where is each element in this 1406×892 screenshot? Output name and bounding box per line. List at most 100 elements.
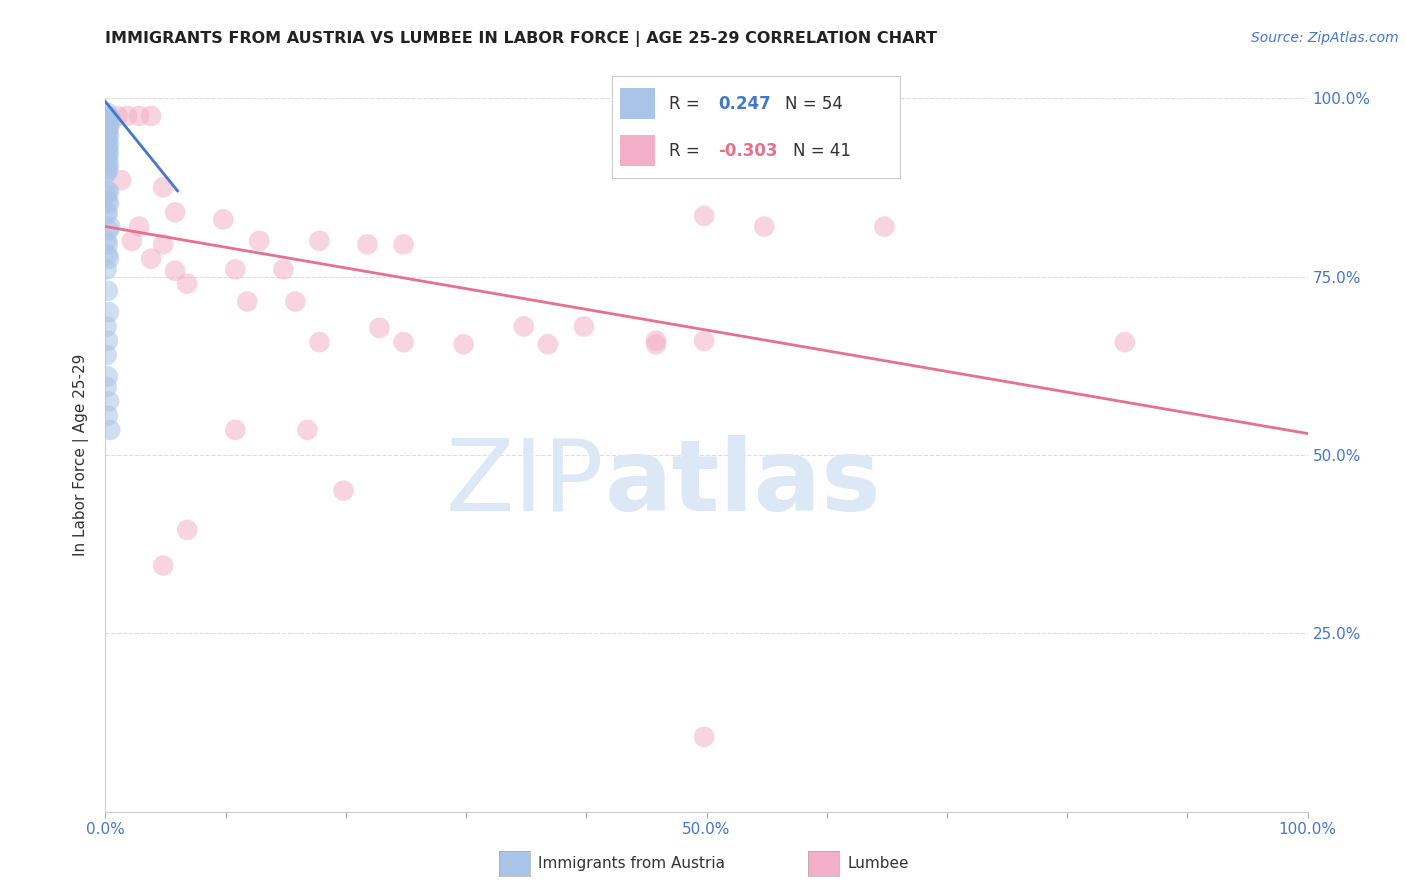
Point [1114, 335, 1136, 350]
Point [537, 337, 560, 351]
Point [98, 196, 121, 211]
Text: -0.303: -0.303 [718, 142, 778, 160]
Point [645, 337, 668, 351]
Point [308, 234, 330, 248]
Point [165, 264, 187, 278]
Point [96, 187, 118, 202]
Point [98, 305, 121, 319]
Point [98, 116, 121, 130]
Point [96, 150, 118, 164]
Point [98, 252, 121, 266]
Text: Lumbee: Lumbee [848, 856, 910, 871]
Point [96, 166, 118, 180]
Point [176, 277, 198, 291]
Point [754, 219, 776, 234]
Point [98, 111, 121, 125]
Point [273, 262, 295, 277]
Point [128, 219, 150, 234]
Point [453, 337, 475, 351]
Point [96, 319, 118, 334]
Point [152, 558, 174, 573]
Point [97, 164, 120, 178]
Point [356, 237, 378, 252]
Point [97, 112, 120, 127]
Point [97, 334, 120, 348]
Point [96, 114, 118, 128]
Point [247, 234, 270, 248]
Point [97, 157, 120, 171]
Point [97, 118, 120, 132]
Point [110, 173, 132, 187]
Text: atlas: atlas [605, 435, 882, 532]
Point [97, 132, 120, 146]
Point [97, 139, 120, 153]
Point [98, 186, 121, 200]
FancyBboxPatch shape [620, 136, 655, 166]
Point [97, 248, 120, 262]
Point [96, 262, 118, 277]
Point [96, 153, 118, 168]
Point [297, 423, 319, 437]
Point [128, 109, 150, 123]
Point [97, 109, 120, 123]
Text: 0.247: 0.247 [718, 95, 770, 112]
Text: R =: R = [669, 142, 706, 160]
Point [98, 128, 121, 143]
Point [392, 237, 415, 252]
Point [100, 114, 122, 128]
Point [139, 252, 162, 266]
Point [693, 334, 716, 348]
Point [368, 321, 391, 335]
Point [96, 234, 118, 248]
Point [693, 209, 716, 223]
Point [97, 369, 120, 384]
Point [97, 237, 120, 252]
FancyBboxPatch shape [620, 88, 655, 119]
Point [96, 130, 118, 145]
Point [224, 423, 246, 437]
Text: ZIP: ZIP [446, 435, 605, 532]
Point [98, 423, 121, 437]
Point [572, 319, 595, 334]
Point [98, 394, 121, 409]
Point [96, 123, 118, 137]
Point [176, 523, 198, 537]
Point [96, 120, 118, 134]
Text: N = 54: N = 54 [785, 95, 842, 112]
Point [96, 143, 118, 157]
Point [98, 219, 121, 234]
Point [98, 159, 121, 173]
Point [139, 109, 162, 123]
Point [513, 319, 536, 334]
Point [107, 109, 129, 123]
Text: Source: ZipAtlas.com: Source: ZipAtlas.com [1251, 31, 1399, 45]
Point [284, 294, 307, 309]
Point [97, 194, 120, 209]
Point [332, 483, 354, 498]
Point [121, 234, 143, 248]
Point [97, 152, 120, 166]
Point [152, 180, 174, 194]
Point [98, 137, 121, 152]
Point [873, 219, 896, 234]
Point [96, 380, 118, 394]
Point [96, 205, 118, 219]
Point [96, 105, 118, 120]
Point [98, 121, 121, 136]
Point [96, 136, 118, 150]
Point [308, 335, 330, 350]
Point [97, 125, 120, 139]
Point [212, 212, 235, 227]
Point [97, 145, 120, 159]
Point [693, 730, 716, 744]
Point [98, 111, 121, 125]
Point [224, 262, 246, 277]
Text: N = 41: N = 41 [793, 142, 851, 160]
Point [98, 146, 121, 161]
Point [97, 207, 120, 221]
Point [97, 184, 120, 198]
Point [96, 162, 118, 177]
Text: Immigrants from Austria: Immigrants from Austria [538, 856, 725, 871]
Point [392, 335, 415, 350]
Point [115, 109, 138, 123]
